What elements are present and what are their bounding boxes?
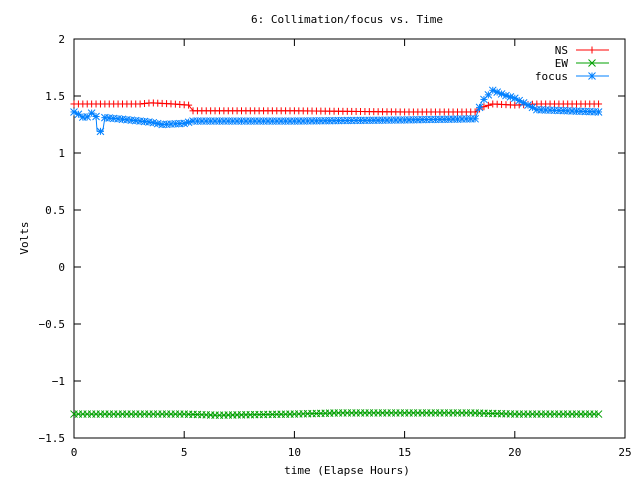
data-point	[506, 93, 515, 101]
data-point	[594, 410, 603, 418]
data-point	[92, 112, 100, 121]
data-point	[74, 110, 83, 119]
data-point	[484, 101, 492, 109]
axes: 0 5 10 15 20 25 −1.5 −1 −0.5 0 0.5 1 1.5 2	[39, 33, 632, 459]
plot-frame	[73, 38, 626, 439]
data-point	[96, 127, 105, 136]
data-point	[595, 100, 603, 108]
y-tick-label: 0.5	[45, 204, 65, 217]
x-tick-label: 20	[508, 446, 521, 459]
y-tick-label: −1.5	[39, 432, 66, 445]
y-axis-label: Volts	[18, 221, 31, 254]
series-focus	[70, 86, 603, 136]
data-point	[475, 103, 484, 112]
x-axis-label: time (Elapse Hours)	[284, 464, 410, 477]
y-tick-label: 0	[58, 261, 65, 274]
x-tick-label: 5	[181, 446, 188, 459]
x-tick-label: 25	[618, 446, 631, 459]
legend-label: EW	[555, 57, 569, 70]
chart-title: 6: Collimation/focus vs. Time	[251, 13, 443, 26]
data-point	[480, 103, 488, 111]
y-tick-label: 1.5	[45, 90, 65, 103]
data-point	[180, 119, 189, 128]
data-point	[471, 114, 479, 123]
y-tick-label: 2	[58, 33, 65, 46]
x-tick-label: 15	[398, 446, 411, 459]
x-tick-label: 0	[71, 446, 78, 459]
y-tick-label: −0.5	[39, 318, 66, 331]
data-point	[149, 118, 158, 127]
data-point	[185, 101, 193, 109]
data-point	[87, 109, 96, 117]
series-EW	[70, 409, 603, 420]
legend-label: NS	[555, 44, 568, 57]
legend-marker	[588, 59, 596, 67]
series-line	[74, 102, 599, 113]
data-point	[594, 108, 603, 116]
legend-marker	[588, 72, 596, 80]
legend-label: focus	[535, 70, 568, 83]
y-tick-label: 1	[58, 147, 65, 160]
x-tick-label: 10	[288, 446, 301, 459]
y-tick-label: −1	[52, 375, 65, 388]
series-layer	[70, 86, 603, 420]
data-point	[184, 118, 193, 127]
legend-marker	[588, 46, 596, 54]
